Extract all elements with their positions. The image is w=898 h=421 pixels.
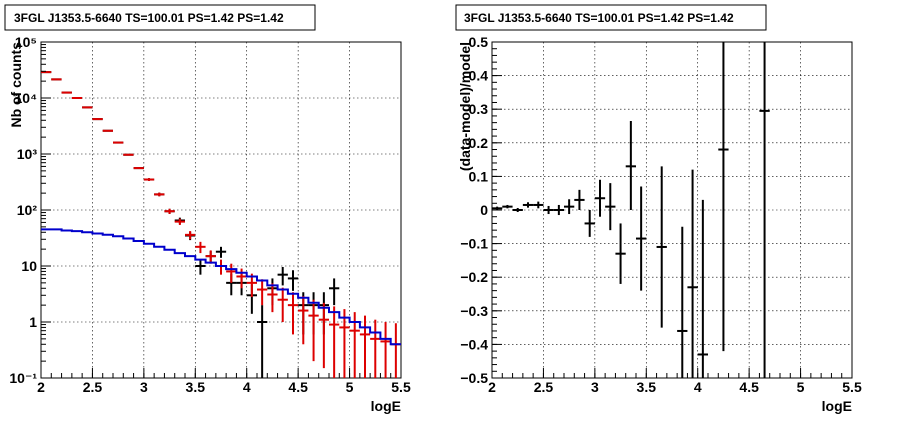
counts-y-tick-label: 10² <box>17 202 38 218</box>
residuals-tick-labels: 2 2.5 3 3.5 4 4.5 5 5.5 −0.5 −0.4 −0.3 −0.2 −0.1 0 0.1… <box>460 34 862 395</box>
residuals-panel: 2 2.5 3 3.5 4 4.5 5 5.5 −0.5 −0.4 −0.3 −0.2 −0.1 0 0.1… <box>455 4 862 414</box>
counts-x-tick-label: 2 <box>37 379 45 395</box>
counts-y-tick-label: 10⁻¹ <box>9 370 37 386</box>
counts-title: 3FGL J1353.5-6640 TS=100.01 PS=1.42 PS=1… <box>14 11 284 25</box>
residuals-y-tick-label: 0 <box>480 202 488 218</box>
residuals-title-box <box>455 4 767 31</box>
residuals-ticks <box>491 41 853 379</box>
residuals-title: 3FGL J1353.5-6640 TS=100.01 PS=1.42 PS=1… <box>464 11 734 25</box>
residuals-y-tick-label: −0.4 <box>460 336 488 352</box>
counts-panel: 2 2.5 3 3.5 4 4.5 5 5.5 10⁻¹ 1 10 10² 10³ 10⁴ 10⁵ 3FGL… <box>4 4 411 414</box>
counts-y-tick-label: 10⁵ <box>15 34 37 50</box>
residuals-marks <box>492 42 770 378</box>
residuals-x-tick-label: 2.5 <box>534 379 554 395</box>
counts-x-tick-label: 4.5 <box>288 379 308 395</box>
residuals-y-tick-label: −0.2 <box>460 269 488 285</box>
residuals-x-axis-label: logE <box>822 398 852 414</box>
residuals-x-tick-label: 2 <box>488 379 496 395</box>
residuals-y-tick-label: −0.5 <box>460 370 488 386</box>
counts-x-tick-label: 3 <box>140 379 148 395</box>
residuals-y-tick-label: −0.1 <box>460 236 488 252</box>
counts-grid <box>41 42 401 378</box>
counts-y-tick-label: 1 <box>29 314 37 330</box>
residuals-x-tick-label: 5.5 <box>842 379 862 395</box>
residuals-y-tick-label: 0.2 <box>469 135 489 151</box>
residuals-y-tick-label: 0.5 <box>469 34 489 50</box>
residuals-x-tick-label: 3.5 <box>637 379 657 395</box>
counts-x-axis-label: logE <box>371 398 401 414</box>
counts-model-step-line <box>41 228 401 346</box>
counts-x-tick-label: 5.5 <box>391 379 411 395</box>
counts-x-tick-label: 2.5 <box>83 379 103 395</box>
residuals-y-tick-label: 0.4 <box>469 68 489 84</box>
residuals-x-tick-label: 4 <box>694 379 702 395</box>
counts-x-tick-label: 3.5 <box>186 379 206 395</box>
residuals-y-tick-label: 0.3 <box>469 101 489 117</box>
counts-x-tick-label: 4 <box>243 379 251 395</box>
residuals-y-tick-label: 0.1 <box>469 168 489 184</box>
counts-y-tick-label: 10 <box>21 258 37 274</box>
residuals-y-tick-label: −0.3 <box>460 303 488 319</box>
counts-y-axis-label: Nb of counts <box>8 42 24 128</box>
counts-title-box <box>4 4 316 31</box>
counts-ticks <box>40 41 402 379</box>
counts-y-tick-label: 10³ <box>17 146 38 162</box>
counts-tick-labels: 2 2.5 3 3.5 4 4.5 5 5.5 10⁻¹ 1 10 10² 10³ 10⁴ 10⁵ <box>9 34 411 395</box>
counts-x-tick-label: 5 <box>346 379 354 395</box>
residuals-y-axis-label: (data-model)/model <box>457 42 473 171</box>
counts-y-tick-label: 10⁴ <box>15 90 38 106</box>
residuals-x-tick-label: 5 <box>797 379 805 395</box>
residuals-x-tick-label: 3 <box>591 379 599 395</box>
counts-marks <box>41 71 401 378</box>
residuals-x-tick-label: 4.5 <box>739 379 759 395</box>
